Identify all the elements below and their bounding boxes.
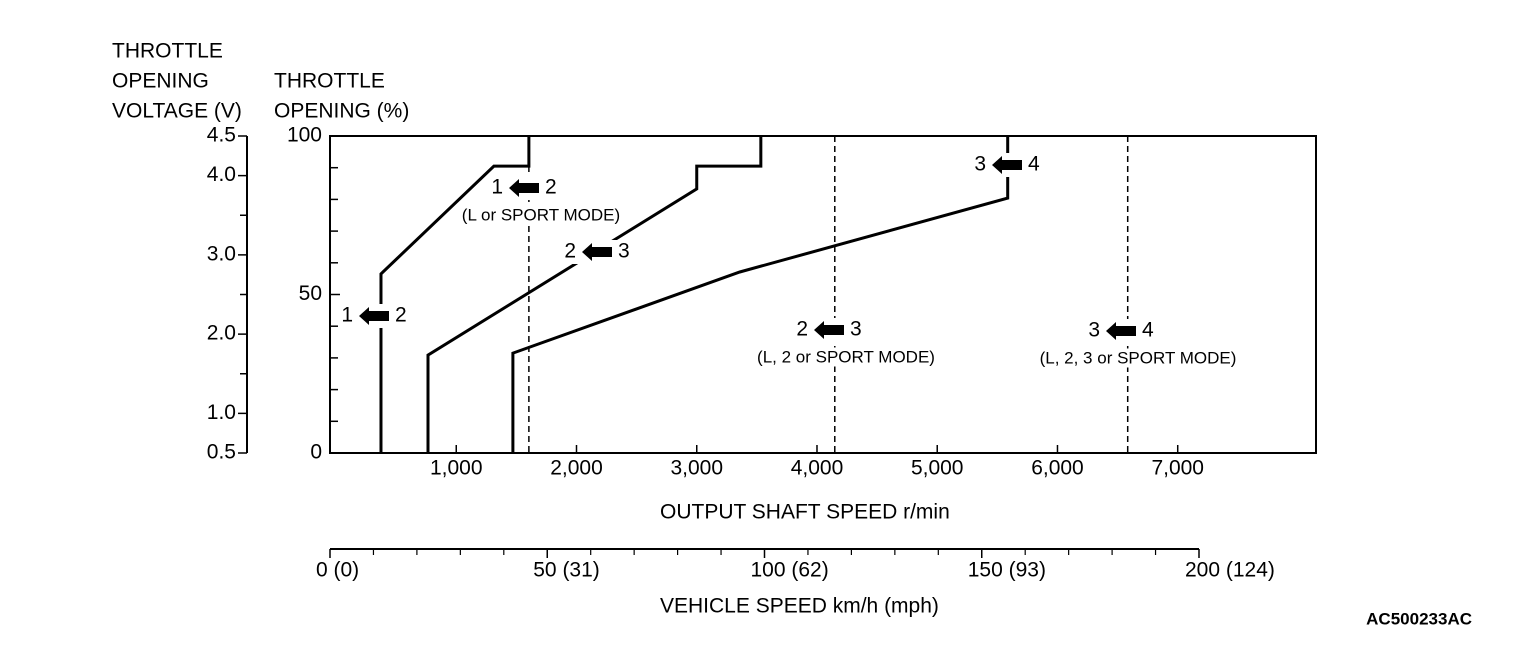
shift-line	[379, 136, 531, 453]
figure-code: AC500233AC	[1366, 609, 1472, 628]
annotation-note-bg	[459, 205, 623, 225]
annotation-left: 1	[491, 176, 503, 199]
annotation-note-bg	[755, 347, 937, 367]
x2-tick-label: 50 (31)	[533, 559, 600, 582]
x-tick-label: 7,000	[1151, 457, 1204, 480]
shift-arrow	[814, 321, 844, 339]
x-tick-label: 3,000	[670, 457, 723, 480]
annotation-right: 3	[850, 318, 862, 341]
x-tick-label: 6,000	[1031, 457, 1084, 480]
annotation-left: 3	[974, 153, 986, 176]
x2-tick-label: 150 (93)	[968, 559, 1046, 582]
shift-arrow	[582, 243, 612, 261]
annotation-right: 4	[1142, 319, 1154, 342]
x-axis-title: OUTPUT SHAFT SPEED r/min	[660, 501, 950, 524]
y-tick-label: 100	[287, 124, 322, 147]
shift-arrow	[1106, 322, 1136, 340]
y2-tick-label: 4.0	[207, 163, 236, 186]
shift-arrow	[992, 156, 1022, 174]
plot-frame	[329, 135, 1317, 454]
annotation-left: 2	[796, 318, 808, 341]
annotation-right: 3	[618, 240, 630, 263]
y2-tick-label: 0.5	[207, 441, 236, 464]
y2-tick-label: 2.0	[207, 322, 236, 345]
shift-arrow	[509, 179, 539, 197]
shift-line	[511, 136, 1010, 453]
annotation-left: 1	[341, 304, 353, 327]
annotation-left: 2	[564, 240, 576, 263]
x2-tick-label: 0 (0)	[316, 559, 359, 582]
annotation-note-bg	[1037, 348, 1239, 368]
annotation-right: 4	[1028, 153, 1040, 176]
shift-arrow	[359, 307, 389, 325]
annotation-right: 2	[395, 304, 407, 327]
x2-axis-title: VEHICLE SPEED km/h (mph)	[660, 595, 939, 618]
y-axis-title: THROTTLE	[274, 70, 385, 93]
x-tick-label: 2,000	[550, 457, 603, 480]
y2-tick-label: 1.0	[207, 401, 236, 424]
y2-axis-title: VOLTAGE (V)	[112, 100, 242, 123]
annotation-right: 2	[545, 176, 557, 199]
x-tick-label: 5,000	[911, 457, 964, 480]
annotation-note: (L, 2 or SPORT MODE)	[757, 347, 935, 366]
x2-tick-label: 200 (124)	[1185, 559, 1275, 582]
x-tick-label: 1,000	[430, 457, 483, 480]
x-tick-label: 4,000	[791, 457, 844, 480]
annotation-note: (L or SPORT MODE)	[462, 205, 620, 224]
x2-tick-label: 100 (62)	[751, 559, 829, 582]
y-tick-label: 0	[310, 441, 322, 464]
annotation-left: 3	[1088, 319, 1100, 342]
y2-tick-label: 4.5	[207, 124, 236, 147]
y2-tick-label: 3.0	[207, 242, 236, 265]
y2-axis-title: OPENING	[112, 70, 209, 93]
y-axis-title: OPENING (%)	[274, 100, 409, 123]
y2-axis-title: THROTTLE	[112, 40, 223, 63]
annotation-note: (L, 2, 3 or SPORT MODE)	[1040, 348, 1237, 367]
shift-line	[426, 136, 763, 453]
y-tick-label: 50	[299, 282, 322, 305]
